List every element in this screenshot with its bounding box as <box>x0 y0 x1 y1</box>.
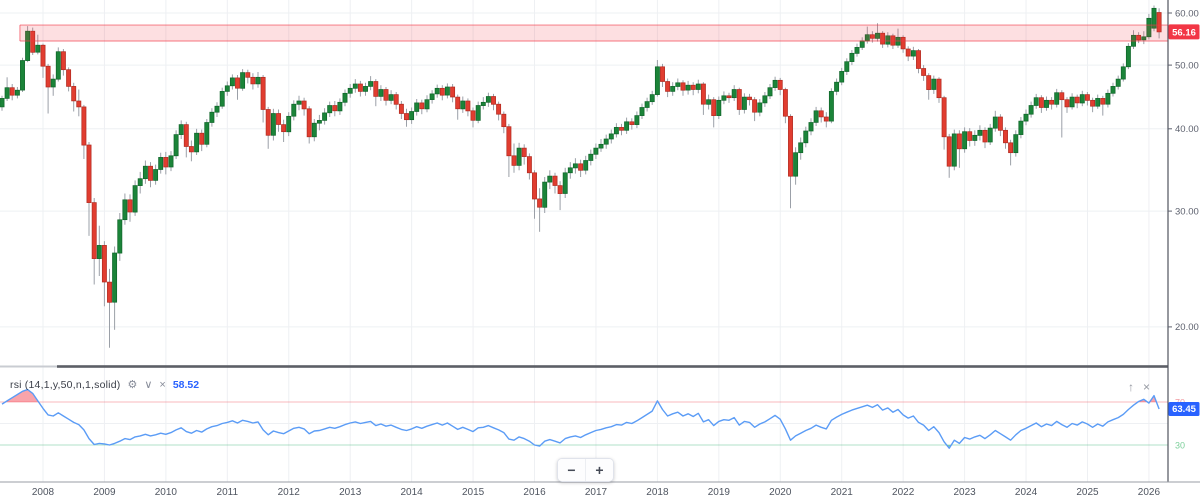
svg-text:2022: 2022 <box>892 487 915 498</box>
rsi-pane-actions: ↑ × <box>1128 381 1150 393</box>
zoom-in-button[interactable]: + <box>585 459 613 481</box>
svg-text:2021: 2021 <box>831 487 854 498</box>
svg-text:2009: 2009 <box>93 487 116 498</box>
resistance-zone[interactable] <box>19 24 1168 42</box>
zoom-out-button[interactable]: − <box>558 459 585 481</box>
pane-resize-handle[interactable] <box>57 365 1200 368</box>
svg-text:30.00: 30.00 <box>1175 206 1199 217</box>
svg-text:2026: 2026 <box>1138 487 1161 498</box>
svg-text:20.00: 20.00 <box>1175 322 1199 333</box>
svg-text:40.00: 40.00 <box>1175 124 1199 135</box>
move-pane-up-icon[interactable]: ↑ <box>1128 380 1134 394</box>
zoom-controls: − + <box>557 458 614 482</box>
grid-horizontal <box>0 12 1168 424</box>
svg-text:2024: 2024 <box>1015 487 1038 498</box>
svg-text:2015: 2015 <box>462 487 485 498</box>
svg-text:56.16: 56.16 <box>1172 27 1196 38</box>
candles-layer <box>0 5 1162 348</box>
grid-vertical <box>42 0 1150 482</box>
time-axis[interactable]: 2008 2009 2010 2011 2012 2013 2014 2015 2016 2017… <box>0 481 1200 501</box>
rsi-legend: rsi (14,1,y,50,n,1,solid) ⚙ ∨ × 58.52 <box>10 379 199 391</box>
svg-text:2008: 2008 <box>32 487 55 498</box>
svg-text:2025: 2025 <box>1076 487 1099 498</box>
last-price-label: 56.16 <box>1168 24 1200 40</box>
rsi-last-value-label: 63.45 <box>1168 402 1200 416</box>
svg-text:2011: 2011 <box>217 487 239 498</box>
svg-text:63.45: 63.45 <box>1172 404 1196 415</box>
svg-text:2019: 2019 <box>708 487 731 498</box>
svg-text:2023: 2023 <box>953 487 976 498</box>
svg-text:2020: 2020 <box>769 487 792 498</box>
svg-text:2017: 2017 <box>585 487 608 498</box>
svg-text:2014: 2014 <box>401 487 424 498</box>
pane-close-icon[interactable]: × <box>1143 380 1151 394</box>
rsi-legend-title: rsi (14,1,y,50,n,1,solid) <box>10 379 121 391</box>
rsi-line <box>1 388 1160 449</box>
chevron-down-icon[interactable]: ∨ <box>144 378 153 391</box>
rsi-legend-value: 58.52 <box>172 379 200 391</box>
svg-text:2012: 2012 <box>278 487 301 498</box>
rsi-oversold-fill <box>2 445 1160 449</box>
svg-text:50.00: 50.00 <box>1175 60 1199 71</box>
svg-text:2018: 2018 <box>646 487 669 498</box>
svg-text:2013: 2013 <box>339 487 362 498</box>
svg-text:2010: 2010 <box>155 487 178 498</box>
svg-text:60.00: 60.00 <box>1175 8 1199 19</box>
svg-text:2016: 2016 <box>523 487 546 498</box>
rsi-lower-band-label: 30 <box>1175 440 1185 450</box>
rsi-overbought-fill <box>2 389 1160 402</box>
gear-icon[interactable]: ⚙ <box>127 378 138 391</box>
close-icon[interactable]: × <box>159 378 166 391</box>
